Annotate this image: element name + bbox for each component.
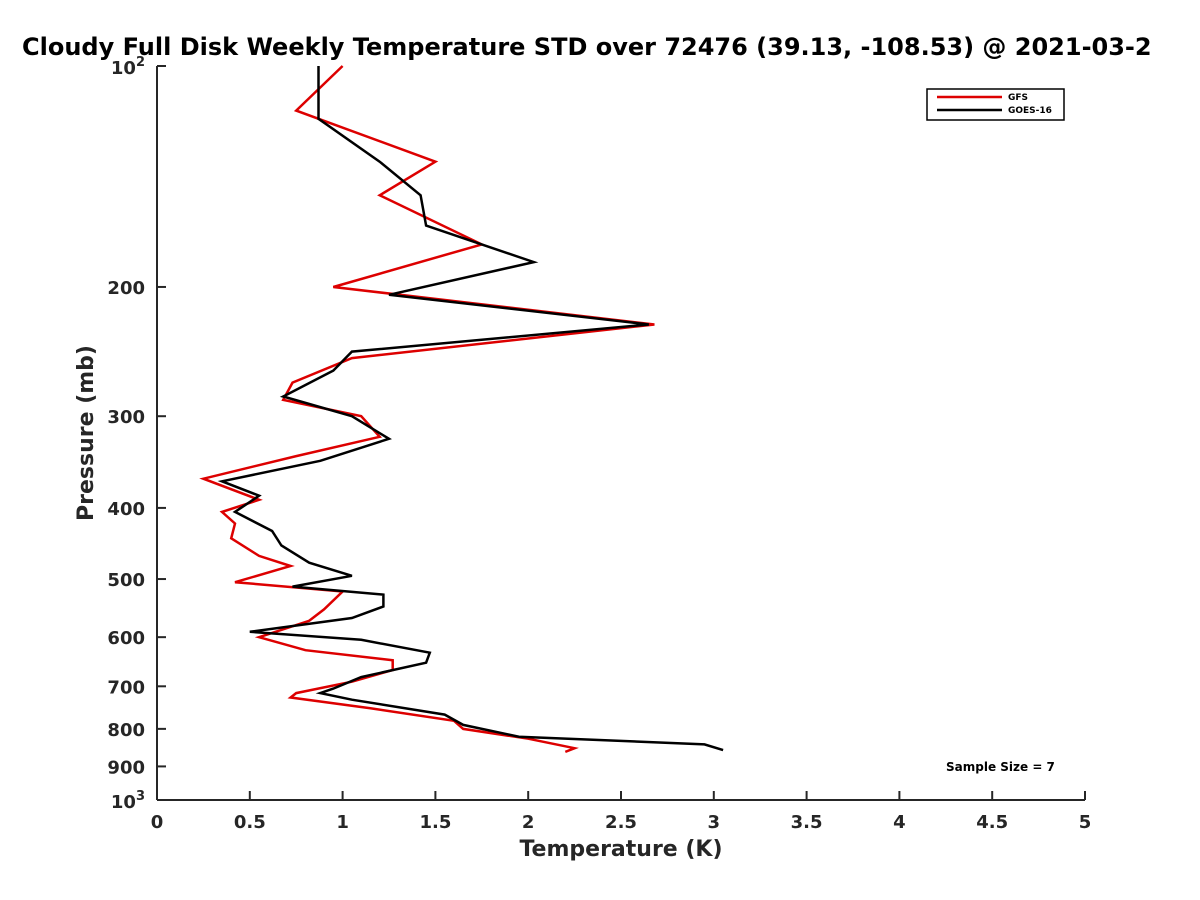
y-tick-label: 102 [111, 55, 145, 79]
x-tick-label: 5 [1079, 812, 1092, 833]
x-tick-label: 1.5 [419, 812, 451, 833]
chart-title: Cloudy Full Disk Weekly Temperature STD … [22, 33, 1152, 61]
x-ticks: 0 0.5 1 1.5 2 2.5 3 3.5 4 4.5 5 [151, 791, 1092, 833]
plot-series [199, 65, 724, 754]
y-tick-label: 500 [107, 570, 145, 591]
x-tick-label: 0 [151, 812, 164, 833]
x-tick-label: 2 [522, 812, 535, 833]
y-tick-label: 600 [107, 628, 145, 649]
axes [156, 66, 1085, 801]
x-tick-label: 4 [893, 812, 906, 833]
x-tick-label: 0.5 [234, 812, 266, 833]
y-tick-label: 400 [107, 499, 145, 520]
x-axis-label: Temperature (K) [519, 837, 722, 862]
series-line-goes16 [217, 66, 724, 752]
legend-label-goes16: GOES-16 [1008, 106, 1052, 116]
y-tick-label: 900 [107, 757, 145, 778]
y-tick-label: 300 [107, 407, 145, 428]
x-tick-label: 3 [708, 812, 721, 833]
y-tick-label: 103 [111, 789, 145, 813]
x-tick-label: 3.5 [791, 812, 823, 833]
legend-box [926, 88, 1065, 121]
x-tick-label: 2.5 [605, 812, 637, 833]
x-tick-label: 1 [336, 812, 349, 833]
y-ticks: 102 200 300 400 500 600 700 800 900 103 [107, 55, 166, 813]
legend-label-gfs: GFS [1008, 93, 1028, 103]
y-axis-label: Pressure (mb) [74, 345, 99, 521]
y-tick-label: 200 [107, 278, 145, 299]
y-tick-label: 800 [107, 720, 145, 741]
sample-size-annotation: Sample Size = 7 [946, 760, 1055, 774]
x-tick-label: 4.5 [976, 812, 1008, 833]
y-tick-label: 700 [107, 677, 145, 698]
legend: GFS GOES-16 [926, 88, 1065, 121]
series-line-gfs [199, 65, 655, 754]
